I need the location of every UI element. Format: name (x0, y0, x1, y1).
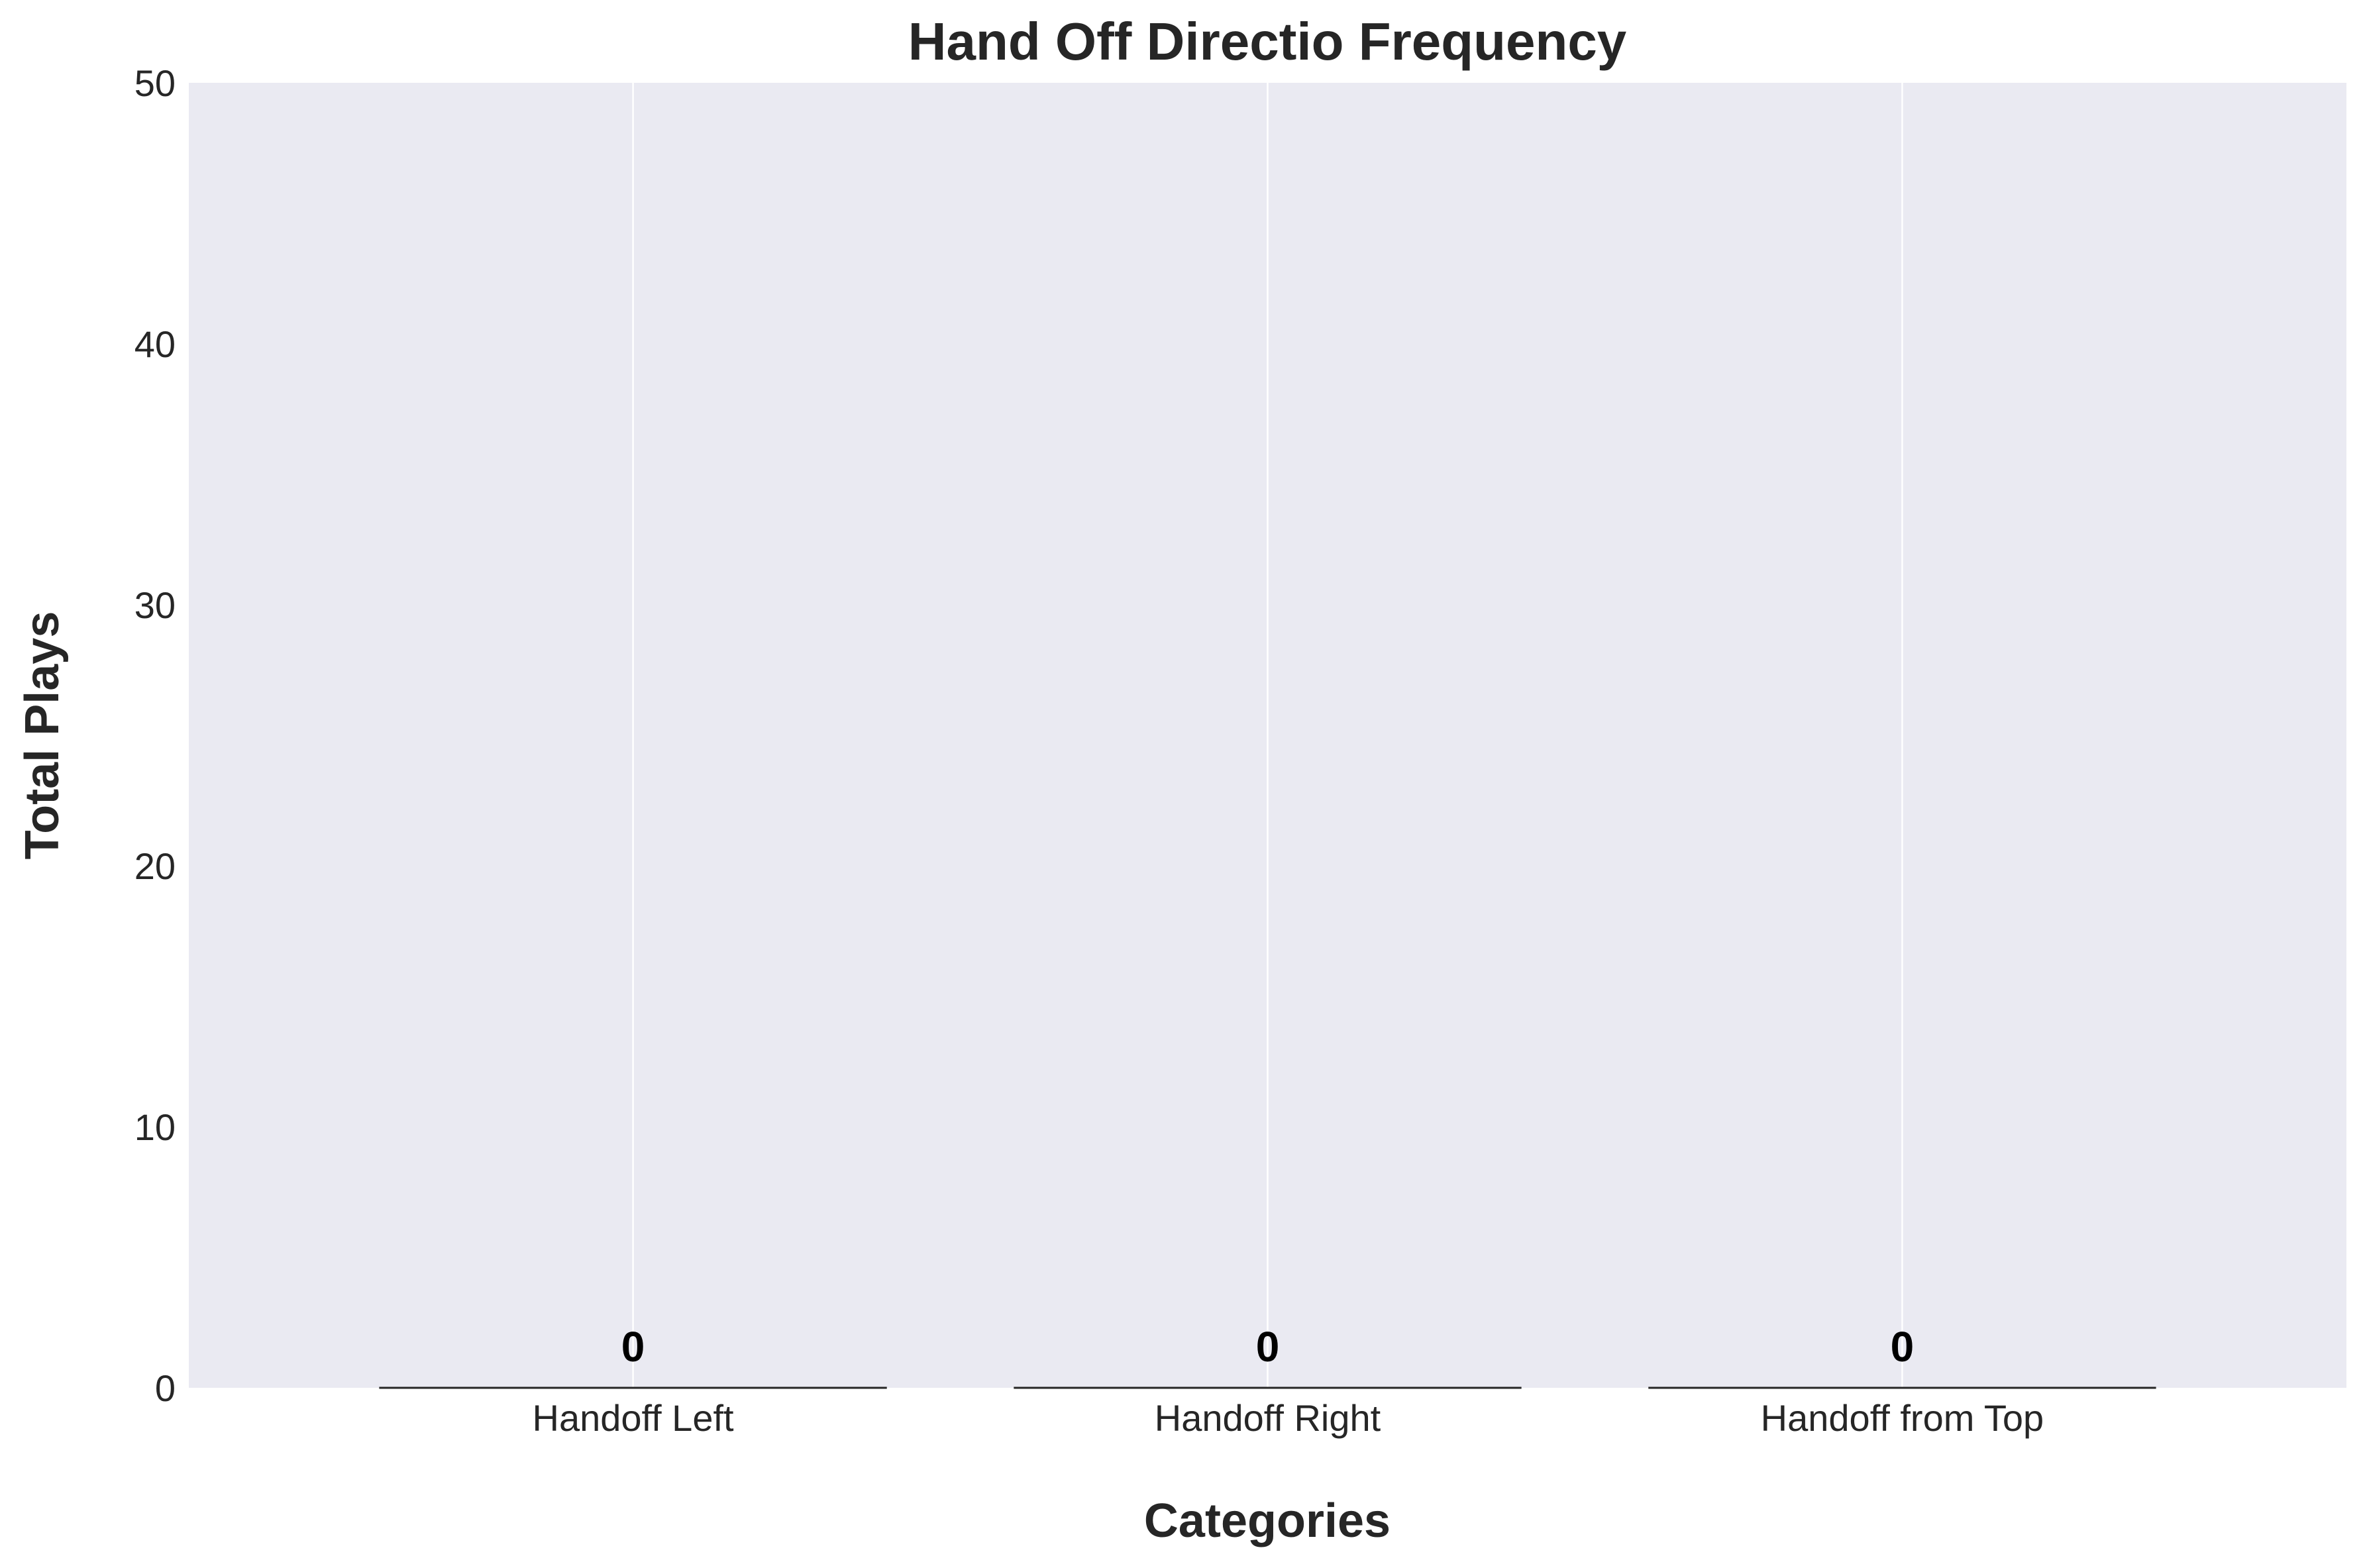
data-labels: 0 0 0 (621, 1323, 1914, 1371)
y-tick-label: 10 (134, 1106, 176, 1148)
x-tick-labels: Handoff Left Handoff Right Handoff from To… (533, 1397, 2044, 1439)
y-tick-label: 40 (134, 323, 176, 365)
y-tick-label: 20 (134, 845, 176, 887)
x-tick-label: Handoff Left (533, 1397, 735, 1439)
y-axis-label: Total Plays (16, 611, 69, 860)
data-label: 0 (1891, 1323, 1915, 1371)
grid-lines (632, 83, 1903, 1388)
chart-title: Hand Off Directio Frequency (908, 12, 1627, 71)
x-tick-label: Handoff from Top (1761, 1397, 2044, 1439)
x-axis-label: Categories (1144, 1494, 1391, 1547)
x-tick-label: Handoff Right (1155, 1397, 1381, 1439)
y-tick-labels: 0 10 20 30 40 50 (134, 62, 176, 1409)
y-tick-label: 50 (134, 62, 176, 104)
data-label: 0 (1256, 1323, 1280, 1371)
y-tick-label: 0 (155, 1367, 176, 1409)
y-tick-label: 30 (134, 584, 176, 626)
data-label: 0 (621, 1323, 645, 1371)
